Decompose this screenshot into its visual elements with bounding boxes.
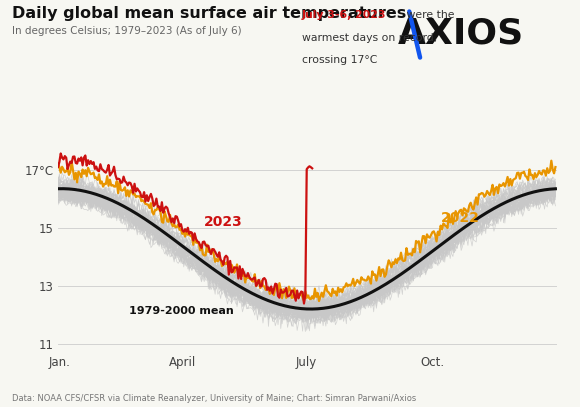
Text: were the: were the	[403, 10, 455, 20]
Text: Daily global mean surface air temperatures: Daily global mean surface air temperatur…	[12, 6, 406, 21]
Text: 2022: 2022	[441, 210, 480, 225]
Text: In degrees Celsius; 1979–2023 (As of July 6): In degrees Celsius; 1979–2023 (As of Jul…	[12, 26, 241, 37]
Text: warmest days on record,: warmest days on record,	[302, 33, 437, 43]
Text: AXIOS: AXIOS	[398, 17, 524, 50]
Text: crossing 17°C: crossing 17°C	[302, 55, 377, 65]
Text: Data: NOAA CFS/CFSR via Climate Reanalyzer, University of Maine; Chart: Simran P: Data: NOAA CFS/CFSR via Climate Reanalyz…	[12, 394, 416, 403]
Text: 1979-2000 mean: 1979-2000 mean	[129, 306, 234, 316]
Text: July 3-6, 2023: July 3-6, 2023	[302, 10, 386, 20]
Text: 2023: 2023	[204, 215, 243, 230]
